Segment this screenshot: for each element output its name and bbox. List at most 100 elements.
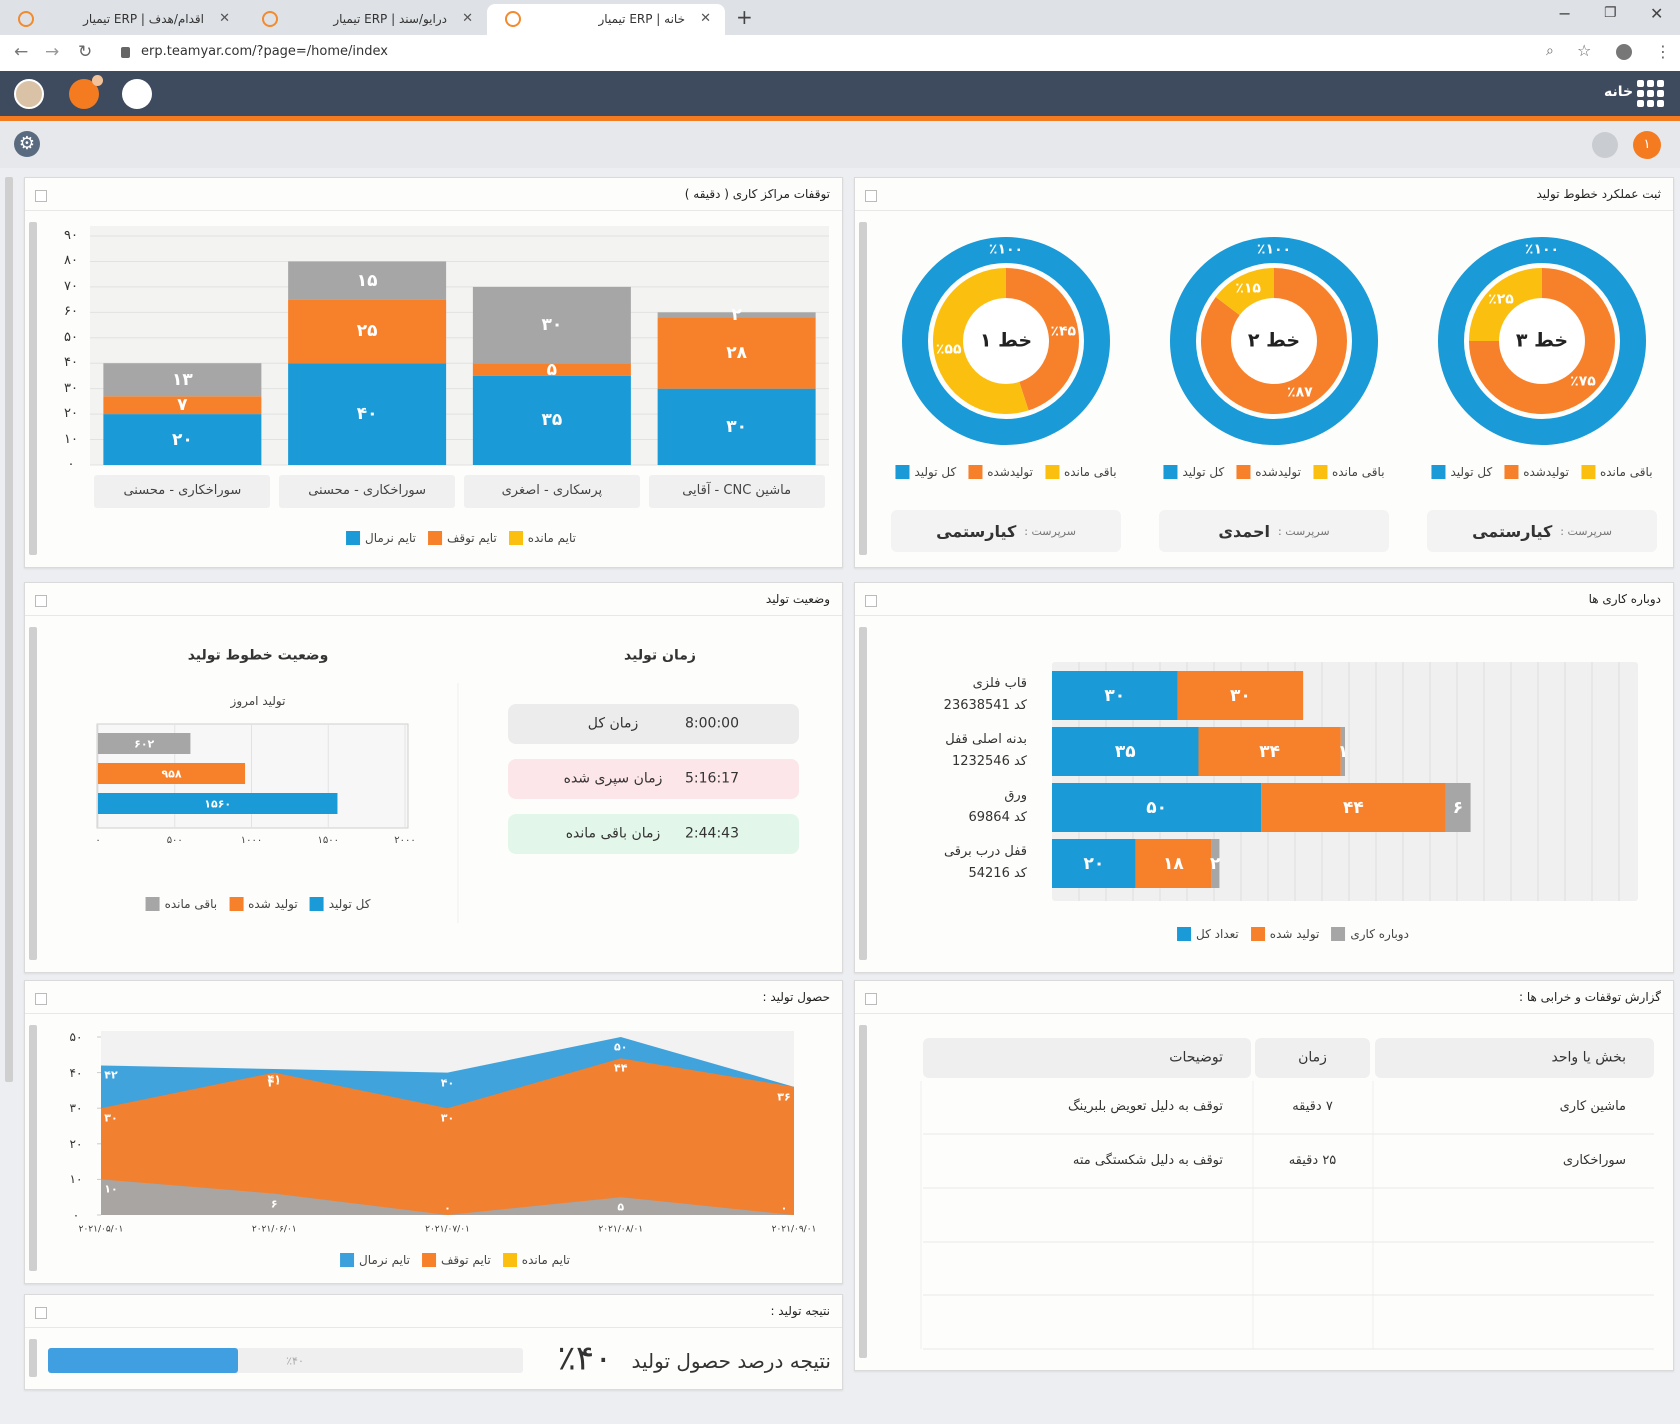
bar-label: ۱۳ bbox=[171, 369, 193, 390]
profile[interactable] bbox=[1616, 44, 1632, 60]
legend-item: تایم توقف bbox=[421, 1253, 491, 1267]
tab-close[interactable]: ✕ bbox=[219, 11, 230, 26]
header-cell bbox=[923, 1038, 1251, 1078]
reload[interactable]: ↻ bbox=[78, 42, 93, 62]
bar-label: ۱۸ bbox=[1162, 853, 1184, 874]
url[interactable]: erp.teamyar.com/?page=/home/index bbox=[141, 44, 388, 59]
legend-swatch bbox=[502, 1253, 517, 1267]
link-icon[interactable] bbox=[122, 79, 152, 109]
panel: حصول تولید :۰ ۱۰ ۲۰ ۳۰ ۴۰ ۵۰ ۲۰۲۱/۰۵/۰۱ ۲۰۲۱/۰۶… bbox=[24, 980, 843, 1284]
bar-label: ۳۰ bbox=[1104, 685, 1126, 706]
close[interactable]: ✕ bbox=[1650, 4, 1664, 23]
y-tick-label: ۵۰ bbox=[69, 1029, 83, 1044]
scrollbar bbox=[859, 222, 867, 555]
tab[interactable]: ✕ اقدام/هدف | ERP تیمیار bbox=[0, 4, 244, 35]
panel-divider bbox=[25, 615, 842, 616]
donut-total-label: ٪۱۰۰ bbox=[1524, 241, 1560, 258]
bar bbox=[288, 363, 447, 465]
data-label: ۴۱ bbox=[267, 1072, 281, 1086]
bar bbox=[1135, 839, 1212, 888]
y-tick-label: ۵۰ bbox=[64, 329, 78, 345]
legend-item: تعداد کل bbox=[1177, 927, 1239, 941]
donut-produced bbox=[1201, 268, 1347, 414]
x-tick-label: پرسکاری - اصغری bbox=[501, 483, 603, 499]
legend-item: کل تولید bbox=[1163, 465, 1224, 479]
tab-icon bbox=[18, 11, 34, 27]
zoom-icon[interactable]: ⌕ bbox=[1546, 43, 1554, 59]
time-label: زمان باقی مانده bbox=[565, 825, 661, 842]
apps-icon[interactable] bbox=[1636, 79, 1666, 109]
panel-divider bbox=[855, 1013, 1673, 1014]
x-tick-label: ماشین CNC - آقایی bbox=[682, 483, 792, 499]
panel-canvas bbox=[48, 1348, 523, 1373]
scrollbar bbox=[29, 627, 37, 960]
section-subtitle: تولید امروز bbox=[230, 693, 286, 708]
toolbar-badge[interactable]: ۱ bbox=[1633, 131, 1661, 159]
data-label: ۵۰ bbox=[614, 1040, 628, 1054]
category-name: قاب فلزی bbox=[972, 676, 1027, 692]
supervisor-name: کیارستمی bbox=[936, 521, 1017, 541]
y-tick-label: ۶۰ bbox=[64, 304, 78, 320]
panel: ثبت عملکرد خطوط تولید خط ۱ ٪۱۰۰ ٪۴۵ ٪۵۵ کل تو… bbox=[854, 177, 1674, 568]
category-code: کد 54216 bbox=[968, 866, 1027, 882]
legend-label: تولیدشده bbox=[1523, 465, 1569, 479]
x-tick-label: ۲۰۰۰ bbox=[394, 835, 416, 846]
restore[interactable]: ❐ bbox=[1604, 5, 1617, 21]
legend-label: کل تولید bbox=[1182, 465, 1225, 479]
bar-label: ۴۴ bbox=[1342, 797, 1364, 818]
legend-item: تولیدشده bbox=[968, 465, 1033, 479]
legend-item: کل تولید bbox=[895, 465, 956, 479]
bookmark[interactable]: ☆ bbox=[1577, 41, 1592, 60]
back[interactable]: ← bbox=[14, 42, 29, 62]
tab[interactable]: ✕ خانه | ERP تیمیار bbox=[487, 4, 725, 35]
panel-title: توقفات مراکز کاری ( دقیقه ) bbox=[684, 187, 830, 201]
panel-divider bbox=[25, 210, 842, 211]
y-tick-label: ۰ bbox=[72, 1207, 80, 1222]
tab-bar: ✕ اقدام/هدف | ERP تیمیار ✕ درایو/سند | E… bbox=[0, 0, 1680, 35]
new-tab[interactable]: + bbox=[736, 5, 753, 29]
minimize[interactable]: − bbox=[1558, 4, 1572, 23]
y-tick-label: ۴۰ bbox=[64, 355, 78, 371]
data-label: ۱۰ bbox=[104, 1182, 118, 1196]
menu[interactable]: ⋮ bbox=[1655, 42, 1671, 61]
settings[interactable]: ⚙ bbox=[14, 131, 40, 157]
tab-title: اقدام/هدف | ERP تیمیار bbox=[83, 12, 204, 26]
donut-total bbox=[902, 237, 1110, 445]
scrollbar bbox=[859, 1025, 867, 1358]
legend-swatch bbox=[1312, 465, 1327, 479]
tab-close[interactable]: ✕ bbox=[462, 11, 473, 26]
tab[interactable]: ✕ درایو/سند | ERP تیمیار bbox=[244, 4, 487, 35]
donut-center bbox=[1500, 299, 1584, 383]
user-status[interactable] bbox=[1592, 132, 1618, 158]
bar-label: ۳۰ bbox=[541, 314, 563, 335]
legend-item: تایم نرمال bbox=[346, 531, 416, 545]
data-label: ۴۰ bbox=[440, 1076, 455, 1089]
supervisor-box: سرپرست : احمدی bbox=[1159, 510, 1389, 552]
avatar[interactable] bbox=[14, 79, 44, 109]
forward[interactable]: → bbox=[45, 42, 60, 62]
legend-label: کل تولید bbox=[328, 897, 371, 911]
legend: تایم نرمال تایم توقف تایم مانده bbox=[346, 531, 576, 545]
bar bbox=[103, 414, 262, 465]
category-name: قفل درب برقی bbox=[943, 844, 1027, 860]
column-header: زمان bbox=[1298, 1049, 1327, 1066]
section-title: زمان تولید bbox=[624, 647, 696, 664]
category-name: بدنه اصلی قفل bbox=[945, 732, 1027, 748]
y-tick-label: ۸۰ bbox=[64, 253, 78, 269]
home-link[interactable]: خانه bbox=[1604, 84, 1634, 100]
supervisor-name: احمدی bbox=[1218, 521, 1271, 541]
tab-close[interactable]: ✕ bbox=[700, 11, 711, 26]
panel-checkbox bbox=[865, 595, 877, 607]
legend-label: تایم مانده bbox=[527, 531, 576, 545]
bar-label: ۵۰ bbox=[1146, 797, 1168, 818]
panel-canvas bbox=[90, 226, 829, 466]
legend-item: باقی مانده bbox=[145, 897, 217, 911]
legend-swatch bbox=[427, 531, 442, 545]
data-label: ۵ bbox=[617, 1200, 625, 1214]
table-cell: سوراخکاری bbox=[1562, 1153, 1626, 1169]
category-box bbox=[279, 475, 456, 508]
legend-swatch bbox=[1236, 465, 1251, 479]
page-scrollbar[interactable] bbox=[5, 177, 13, 1082]
data-label: ۰ bbox=[780, 1201, 788, 1215]
bar bbox=[103, 363, 262, 397]
